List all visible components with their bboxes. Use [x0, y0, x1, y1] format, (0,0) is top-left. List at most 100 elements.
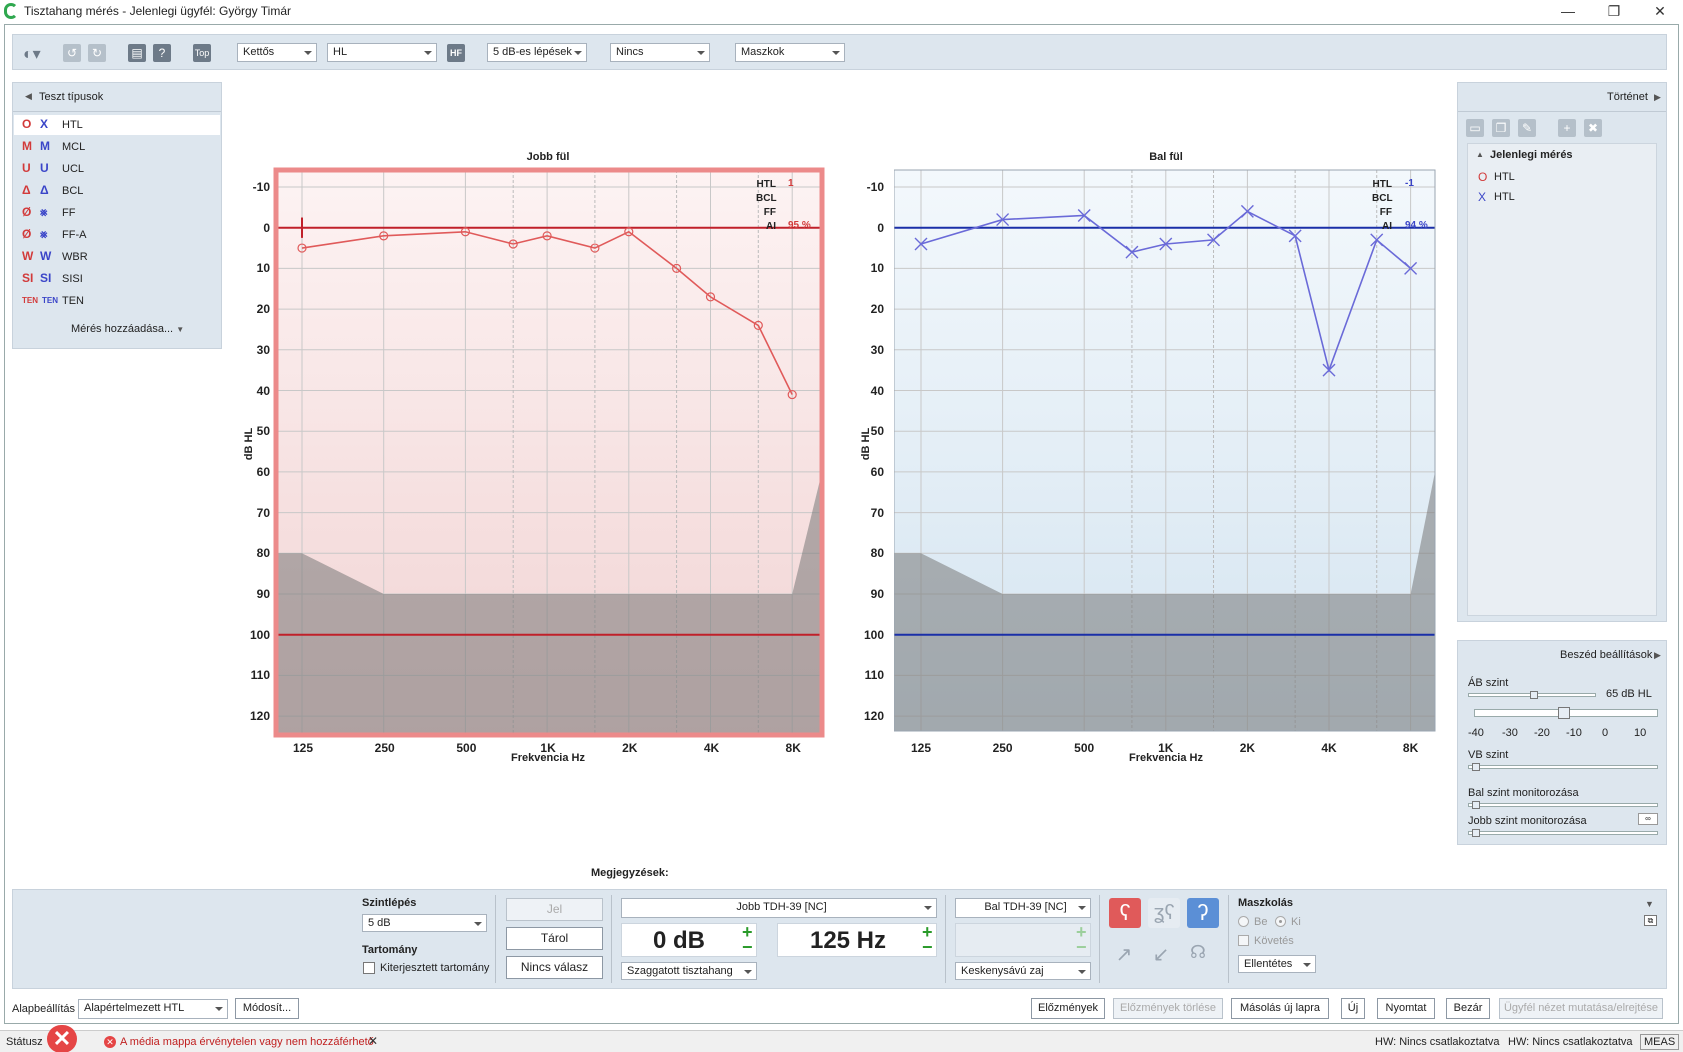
masking-off-radio[interactable]: [1275, 916, 1286, 927]
both-ears-icon[interactable]: ʓʕ: [1148, 898, 1180, 928]
frequency-down-button[interactable]: −: [922, 937, 933, 957]
left-ear-audiogram[interactable]: [894, 167, 1438, 735]
follow-checkbox[interactable]: [1238, 935, 1249, 946]
history-edit-icon[interactable]: ✎: [1518, 119, 1536, 137]
collapse-left-icon[interactable]: ◀: [25, 91, 32, 101]
vb-level-slider[interactable]: [1468, 765, 1658, 769]
left-ear-icon[interactable]: ʔ: [1187, 898, 1219, 928]
data-point-x: [1288, 229, 1302, 243]
modify-button[interactable]: Módosít...: [235, 998, 299, 1019]
none-select[interactable]: Nincs: [610, 43, 710, 62]
mask-up-button[interactable]: +: [1076, 922, 1087, 942]
step-select[interactable]: 5 dB-es lépések: [487, 43, 587, 62]
print-button[interactable]: Nyomtat: [1377, 998, 1435, 1019]
vb-level-thumb[interactable]: [1472, 763, 1480, 771]
right-ear-icon[interactable]: ʕ: [1109, 898, 1141, 928]
scale-select[interactable]: HL: [327, 43, 437, 62]
copy-new-button[interactable]: Másolás új lapra: [1231, 998, 1329, 1019]
print-icon[interactable]: ▤: [128, 44, 146, 62]
current-measurement-label: Jelenlegi mérés: [1490, 149, 1573, 161]
right-transducer-select[interactable]: Jobb TDH-39 [NC]: [621, 898, 937, 918]
test-type-ff-a[interactable]: Ø ⨳ FF-A: [14, 225, 220, 245]
extended-range-checkbox[interactable]: [363, 962, 375, 974]
test-type-wbr[interactable]: W W WBR: [14, 247, 220, 267]
link-icon[interactable]: ∞: [1638, 813, 1658, 825]
masking-on-label: Be: [1254, 916, 1268, 928]
minimize-button[interactable]: —: [1561, 3, 1575, 19]
right-monitor-slider[interactable]: [1468, 831, 1658, 835]
frequency-up-button[interactable]: +: [922, 922, 933, 942]
new-button[interactable]: Új: [1341, 998, 1365, 1019]
undo-icon[interactable]: ↺: [63, 44, 81, 62]
left-monitor-thumb[interactable]: [1472, 801, 1480, 809]
collapse-right-icon[interactable]: ▶: [1654, 92, 1661, 102]
noise-type-select[interactable]: Keskenysávú zaj: [955, 962, 1091, 980]
history-symbol-icon: X: [1478, 190, 1487, 204]
masking-level-display: + −: [955, 922, 1091, 957]
y-tick-label: 10: [870, 261, 884, 276]
client-view-button[interactable]: Ügyfél nézet mutatása/elrejtése: [1499, 998, 1663, 1019]
right-legend: HTL BCL FF AI: [756, 179, 777, 232]
help-icon[interactable]: ?: [153, 44, 171, 62]
level-up-button[interactable]: +: [742, 922, 753, 942]
test-type-ff[interactable]: Ø ⨳ FF: [14, 203, 220, 223]
hf-icon[interactable]: HF: [447, 44, 465, 62]
history-copy-icon[interactable]: ❐: [1492, 119, 1510, 137]
follow-label: Követés: [1254, 935, 1294, 947]
top-icon[interactable]: Top: [193, 44, 211, 62]
mask-down-button[interactable]: −: [1076, 937, 1087, 957]
left-monitor-slider[interactable]: [1468, 803, 1658, 807]
arrow-out-icon[interactable]: ↗: [1115, 944, 1133, 966]
mask-select[interactable]: Maszkok: [735, 43, 845, 62]
close-window-button[interactable]: ✕: [1654, 3, 1666, 19]
history-clear-button[interactable]: Előzmények törlése: [1113, 998, 1223, 1019]
stimulus-type-select[interactable]: Szaggatott tisztahang: [621, 962, 757, 980]
ab-level-thumb[interactable]: [1530, 691, 1538, 699]
history-list: ▲ Jelenlegi mérés O HTL X HTL: [1467, 143, 1657, 616]
test-type-mcl[interactable]: M M MCL: [14, 137, 220, 157]
mode-select[interactable]: Kettős: [237, 43, 317, 62]
out-of-range-area: [276, 471, 822, 735]
test-type-sisi[interactable]: SI SI SISI: [14, 269, 220, 289]
restore-button[interactable]: ❐: [1607, 3, 1621, 19]
right-ear-audiogram[interactable]: [273, 167, 825, 739]
level-down-button[interactable]: −: [742, 937, 753, 957]
offset-thumb[interactable]: [1558, 707, 1570, 719]
add-measurement-button[interactable]: Mérés hozzáadása... ▼: [71, 323, 185, 335]
section-collapse-icon[interactable]: ▲: [1476, 150, 1484, 159]
right-symbol-icon: W: [22, 249, 34, 263]
speech-expand-icon[interactable]: ▶: [1654, 650, 1661, 660]
test-type-ucl[interactable]: U U UCL: [14, 159, 220, 179]
arrow-in-icon[interactable]: ↙: [1152, 944, 1170, 966]
close-button[interactable]: Bezár: [1446, 998, 1490, 1019]
history-button[interactable]: Előzmények: [1031, 998, 1105, 1019]
store-button[interactable]: Tárol: [506, 927, 603, 950]
masking-mode-select[interactable]: Ellentétes: [1238, 955, 1316, 973]
history-add-icon[interactable]: +: [1558, 119, 1576, 137]
right-monitor-thumb[interactable]: [1472, 829, 1480, 837]
history-item[interactable]: X HTL: [1472, 188, 1652, 206]
headphones-icon[interactable]: ☊: [1190, 942, 1206, 962]
right-htl-value: 1: [788, 178, 794, 189]
step-size-select[interactable]: 5 dB: [362, 914, 487, 932]
redo-icon[interactable]: ↻: [88, 44, 106, 62]
data-point-circle: [590, 243, 600, 253]
test-type-ten[interactable]: TEN TEN TEN: [14, 291, 220, 311]
left-monitor-label: Bal szint monitorozása: [1468, 787, 1579, 799]
test-type-htl[interactable]: O X HTL: [14, 115, 220, 135]
test-type-bcl[interactable]: Δ Δ BCL: [14, 181, 220, 201]
history-open-icon[interactable]: ▭: [1466, 119, 1484, 137]
signal-button[interactable]: Jel: [506, 898, 603, 921]
x-tick-label: 250: [992, 741, 1013, 755]
dismiss-error-icon[interactable]: ✕: [368, 1034, 379, 1048]
menu-logo-icon[interactable]: ◐▾: [23, 46, 41, 63]
history-item[interactable]: O HTL: [1472, 168, 1652, 186]
masking-on-radio[interactable]: [1238, 916, 1249, 927]
detach-icon[interactable]: ⧉: [1644, 915, 1657, 926]
preset-select[interactable]: Alapértelmezett HTL: [78, 999, 228, 1019]
left-transducer-select[interactable]: Bal TDH-39 [NC]: [955, 898, 1091, 918]
app-logo-icon: [4, 3, 18, 19]
panel-collapse-icon[interactable]: ▼: [1645, 899, 1654, 909]
history-delete-icon[interactable]: ✖: [1584, 119, 1602, 137]
no-response-button[interactable]: Nincs válasz: [506, 956, 603, 979]
